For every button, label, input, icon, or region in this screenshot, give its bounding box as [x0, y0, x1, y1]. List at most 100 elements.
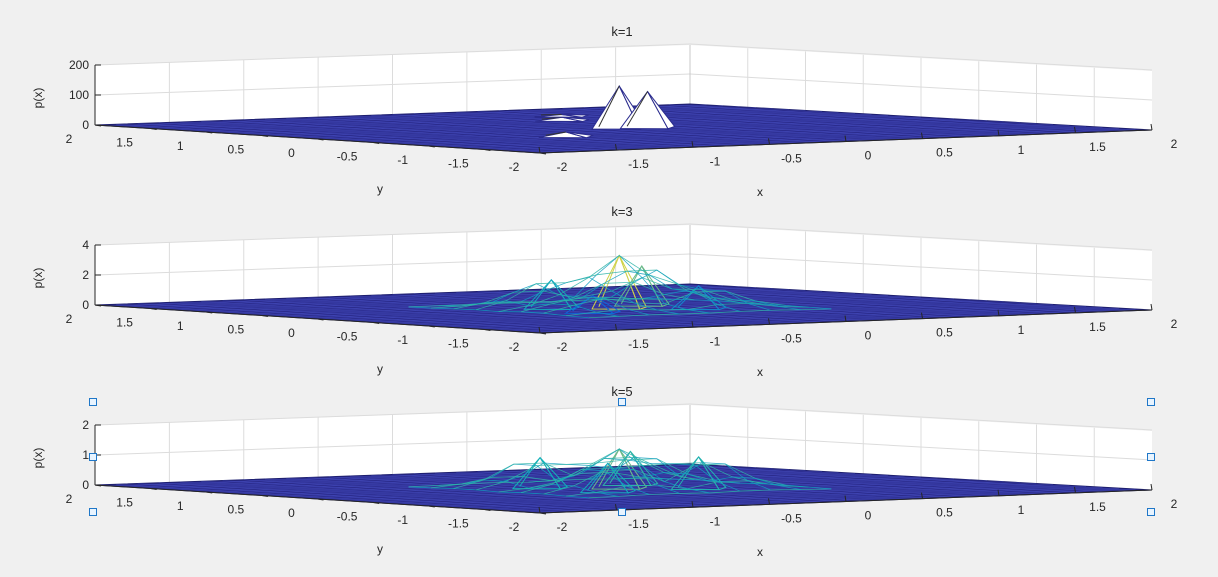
data-point [562, 116, 590, 123]
mesh-line [396, 121, 1004, 145]
data-point [561, 114, 589, 118]
z-tick-label: 0 [82, 298, 89, 312]
mesh-line [647, 105, 1109, 132]
mesh-line [460, 305, 1070, 329]
x-tick-label: -1.5 [628, 337, 649, 351]
z-tick-label: 1 [82, 448, 89, 462]
grid-line-z [94, 43, 691, 66]
mesh-wire [618, 472, 802, 490]
y-tick [94, 484, 102, 487]
selection-handle [1147, 453, 1155, 461]
mesh-line [647, 465, 1109, 492]
z-tick-label: 0 [82, 118, 89, 132]
mesh-line [626, 106, 1087, 133]
grid-line-z [689, 43, 1153, 71]
x-tick [538, 326, 541, 334]
y-tick-label: 1.5 [116, 496, 133, 510]
y-axis-label: y [377, 542, 383, 556]
data-point [519, 457, 541, 487]
y-tick-label: -1 [397, 333, 408, 347]
y-tick [206, 311, 213, 314]
x-tick [921, 492, 923, 499]
y-tick-label: 0.5 [228, 143, 245, 157]
chart-title: k=3 [611, 204, 632, 219]
y-tick [317, 318, 324, 321]
x-tick-label: 2 [1171, 497, 1178, 511]
x-axis-label: x [757, 545, 763, 559]
x-tick-label: 1 [1018, 503, 1025, 517]
y-tick-label: 0 [288, 146, 295, 160]
z-axis-label: p(x) [31, 268, 45, 289]
y-tick [206, 131, 213, 134]
mesh-line [444, 124, 1054, 148]
mesh-line [508, 127, 1120, 152]
mesh-line [381, 120, 988, 144]
z-tick-label: 100 [69, 88, 89, 102]
y-tick-label: 2 [66, 312, 73, 326]
mesh-line [524, 488, 1136, 513]
mesh-line [492, 306, 1103, 331]
data-point [592, 295, 622, 315]
y-tick-label: 2 [66, 132, 73, 146]
mesh-line [428, 483, 1037, 507]
mesh-line [668, 284, 1131, 312]
y-tick [261, 135, 268, 137]
y-tick-label: -2 [509, 340, 520, 354]
y-tick [428, 325, 435, 328]
y-tick [373, 322, 380, 324]
x-tick [691, 141, 694, 148]
y-tick [261, 315, 268, 317]
y-tick [317, 138, 324, 141]
mesh-line [365, 479, 971, 503]
mesh-line [381, 300, 988, 324]
y-tick-label: -2 [509, 520, 520, 534]
z-tick-label: 2 [82, 418, 89, 432]
grid-line-z [689, 433, 1153, 461]
mesh-line [460, 125, 1070, 149]
grid-line-z [689, 253, 1153, 281]
mesh-line [524, 308, 1136, 333]
x-tick [921, 132, 923, 139]
x-tick-label: 1.5 [1089, 140, 1106, 154]
x-tick [921, 312, 923, 319]
mesh-line [492, 126, 1103, 151]
x-tick-label: -0.5 [781, 511, 802, 525]
y-tick-label: 0.5 [228, 503, 245, 517]
mesh-line [396, 301, 1004, 325]
y-tick-label: 1 [177, 499, 184, 513]
x-tick-label: 1 [1018, 143, 1025, 157]
mesh-wire [475, 269, 718, 311]
x-tick [768, 318, 770, 325]
y-tick [150, 308, 157, 310]
mesh-line [508, 307, 1120, 332]
surface-peaks [534, 84, 676, 139]
x-tick [538, 146, 541, 154]
mesh-line [444, 484, 1054, 508]
mesh-line [349, 478, 955, 502]
mesh-wire [431, 296, 672, 309]
x-tick [538, 506, 541, 514]
x-axis-label: x [757, 365, 763, 379]
y-tick [539, 332, 547, 335]
x-tick [768, 138, 770, 145]
y-tick [484, 509, 491, 511]
mesh-line [428, 303, 1037, 327]
x-axis-label: x [757, 185, 763, 199]
selection-handle [1147, 398, 1155, 406]
y-tick-label: 1 [177, 139, 184, 153]
grid-line-z [94, 73, 691, 96]
mesh-line [541, 289, 1000, 316]
mesh-line [476, 486, 1087, 510]
mesh-line [476, 306, 1087, 330]
mesh-line [476, 126, 1087, 150]
y-tick [94, 124, 102, 127]
x-tick-label: -2 [557, 160, 568, 174]
y-tick-label: -1.5 [448, 517, 469, 531]
x-tick-label: 0 [865, 509, 872, 523]
y-tick-label: -1 [397, 513, 408, 527]
grid-line-z [689, 73, 1153, 101]
data-point [541, 116, 563, 120]
x-tick-label: -1 [710, 514, 721, 528]
